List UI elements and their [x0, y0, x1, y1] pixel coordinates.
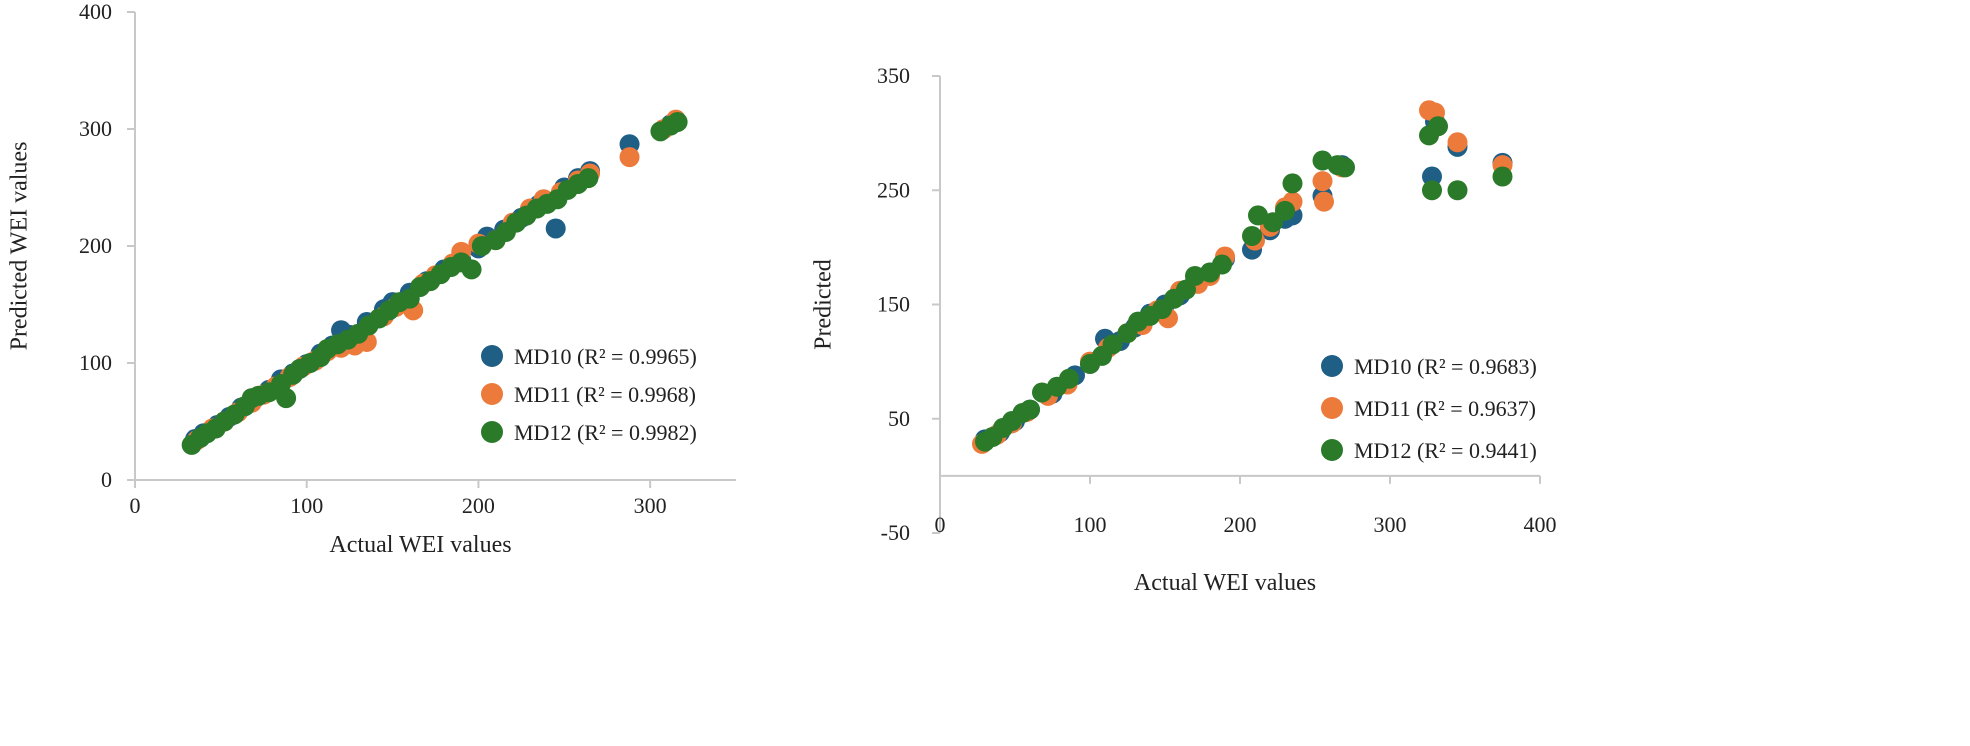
data-point — [1102, 334, 1123, 355]
left-scatter-panel: 0 100 200 300 400 0 100 200 300 Actual WEI values… — [6, 0, 736, 558]
x-tick-label: 0 — [130, 493, 141, 518]
y-tick-label: 400 — [79, 0, 112, 24]
data-point — [578, 168, 599, 189]
data-point — [1422, 166, 1442, 187]
x-tick-label: 200 — [1224, 512, 1257, 537]
legend-marker — [1321, 355, 1343, 377]
y-tick-label: 300 — [79, 116, 112, 141]
legend-label: MD11 (R² = 0.9968) — [514, 382, 696, 407]
data-point — [1275, 200, 1295, 221]
x-tick-label: 100 — [1074, 512, 1107, 537]
data-point — [1447, 132, 1468, 153]
data-point — [1020, 399, 1040, 420]
y-tick-label: 50 — [888, 406, 910, 431]
legend-label: MD12 (R² = 0.9441) — [1354, 438, 1537, 463]
data-point — [1422, 180, 1442, 201]
data-point — [1312, 150, 1333, 171]
legend-label: MD10 (R² = 0.9965) — [514, 344, 697, 369]
legend-marker — [481, 421, 503, 443]
data-point — [276, 388, 297, 409]
legend-label: MD12 (R² = 0.9982) — [514, 420, 697, 445]
x-tick-label: 300 — [1374, 512, 1407, 537]
legend: MD10 (R² = 0.9683) MD11 (R² = 0.9637) MD12… — [1321, 354, 1537, 463]
data-point — [1447, 180, 1468, 201]
data-point — [1032, 382, 1052, 403]
data-point — [667, 111, 688, 132]
y-tick-label: 0 — [101, 467, 112, 492]
x-axis-title: Actual WEI values — [329, 532, 511, 558]
legend-label: MD11 (R² = 0.9637) — [1354, 396, 1536, 421]
y-axis-title: Predicted WEI values — [6, 142, 32, 351]
data-point — [1314, 191, 1334, 212]
legend-marker — [1321, 439, 1343, 461]
data-point — [1335, 157, 1355, 178]
data-point — [1212, 254, 1232, 275]
series-md12 — [181, 111, 688, 455]
right-scatter-panel: -50 50 150 250 350 0 100 200 300 400 Actual WEI va… — [810, 63, 1556, 596]
y-tick-label: 200 — [79, 233, 112, 258]
legend-marker — [481, 345, 503, 367]
x-tick-label: 300 — [634, 493, 667, 518]
data-point — [461, 259, 482, 280]
data-point — [545, 218, 566, 239]
x-axis-title: Actual WEI values — [1134, 570, 1316, 596]
legend: MD10 (R² = 0.9965) MD11 (R² = 0.9968) MD12… — [481, 344, 697, 445]
legend-marker — [481, 383, 503, 405]
legend-marker — [1321, 397, 1343, 419]
y-tick-label: 250 — [877, 177, 910, 202]
y-tick-label: 350 — [877, 63, 910, 88]
x-tick-label: 100 — [290, 493, 323, 518]
data-point — [619, 147, 640, 168]
legend-label: MD10 (R² = 0.9683) — [1354, 354, 1537, 379]
y-tick-label: 100 — [79, 350, 112, 375]
data-point — [1312, 171, 1333, 192]
data-point — [1059, 368, 1079, 389]
data-point — [1242, 225, 1262, 246]
data-point — [1282, 173, 1303, 194]
y-tick-label: 150 — [877, 292, 910, 317]
x-tick-label: 400 — [1524, 512, 1557, 537]
y-tick-label: -50 — [881, 520, 910, 545]
y-axis-title: Predicted — [810, 259, 836, 350]
data-point — [1428, 116, 1448, 137]
x-tick-label: 200 — [462, 493, 495, 518]
data-point — [1492, 166, 1513, 187]
x-tick-label: 0 — [935, 512, 946, 537]
data-point — [1248, 205, 1268, 226]
data-point — [1185, 265, 1205, 286]
series-md12 — [975, 116, 1513, 452]
